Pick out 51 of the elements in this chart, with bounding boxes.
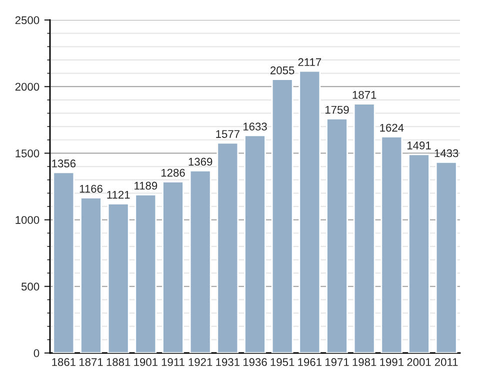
x-tick-label: 1921 — [188, 358, 212, 366]
data-label: 1286 — [161, 168, 185, 177]
data-label: 1577 — [216, 130, 240, 138]
x-tick-label: 2011 — [434, 358, 458, 366]
x-tick-label: 1936 — [243, 358, 267, 366]
x-tick-label: 1901 — [134, 358, 158, 366]
data-label: 1624 — [380, 124, 404, 132]
data-label: 1871 — [352, 90, 376, 99]
y-tick-label: 1000 — [16, 216, 40, 224]
data-label: 2117 — [298, 58, 322, 66]
bar — [326, 118, 348, 353]
bar — [80, 196, 102, 353]
data-label: 1121 — [107, 190, 130, 199]
y-tick-label: 1500 — [16, 149, 40, 158]
bar — [107, 202, 130, 353]
bar — [134, 194, 157, 353]
y-tick-label: 500 — [21, 282, 40, 291]
x-tick-label: 1871 — [79, 358, 103, 366]
data-label: 1189 — [134, 182, 158, 190]
bar — [52, 172, 75, 353]
data-label: 1166 — [80, 184, 102, 193]
data-label: 1433 — [434, 149, 458, 158]
data-label: 2055 — [270, 66, 294, 74]
x-tick-label: 1981 — [352, 358, 376, 366]
bar — [162, 181, 184, 353]
x-tick-label: 1951 — [270, 358, 294, 366]
bar — [380, 136, 403, 353]
bar — [353, 103, 376, 353]
bar — [271, 78, 294, 353]
bar — [408, 154, 430, 353]
x-tick-label: 1971 — [325, 358, 349, 366]
data-label: 1356 — [52, 160, 76, 168]
y-tick-label: 2500 — [15, 16, 40, 24]
data-label: 1633 — [243, 122, 267, 131]
bar — [189, 170, 212, 353]
x-tick-label: 2001 — [407, 358, 431, 366]
x-tick-label: 1931 — [216, 358, 240, 366]
bar — [435, 161, 458, 353]
y-tick-label: 2000 — [15, 82, 40, 91]
x-tick-label: 1991 — [380, 358, 404, 366]
x-tick-label: 1861 — [52, 358, 76, 366]
bar — [244, 134, 266, 353]
data-label: 1759 — [325, 106, 349, 114]
x-tick-label: 1961 — [298, 358, 322, 366]
data-label: 1491 — [407, 142, 431, 150]
bar — [298, 70, 321, 353]
bar — [216, 142, 239, 353]
y-tick-label: 0 — [34, 349, 40, 358]
x-tick-label: 1881 — [106, 358, 130, 366]
x-tick-label: 1911 — [162, 358, 184, 366]
data-label: 1369 — [188, 158, 212, 166]
